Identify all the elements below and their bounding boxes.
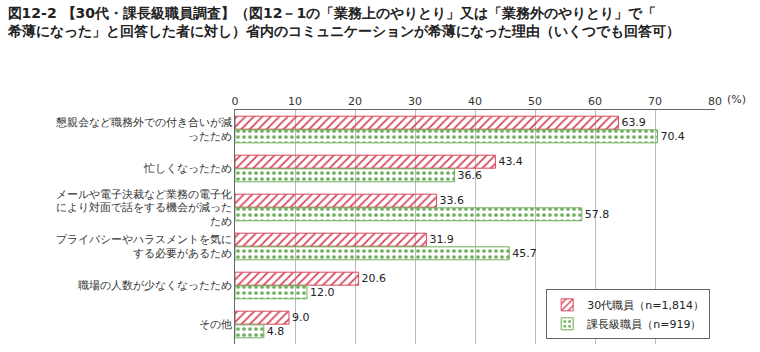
svg-text:70: 70 <box>648 95 662 108</box>
svg-text:36.6: 36.6 <box>458 169 482 182</box>
svg-text:40: 40 <box>468 95 482 108</box>
svg-text:職場の人数が少なくなったため: 職場の人数が少なくなったため <box>78 279 232 291</box>
svg-text:31.9: 31.9 <box>429 233 453 246</box>
svg-text:33.6: 33.6 <box>440 194 464 207</box>
svg-text:50: 50 <box>528 95 542 108</box>
svg-text:10: 10 <box>288 95 302 108</box>
svg-text:20: 20 <box>348 95 362 108</box>
svg-text:課長級職員（n=919）: 課長級職員（n=919） <box>587 318 701 331</box>
svg-text:4.8: 4.8 <box>267 325 284 338</box>
svg-text:12.0: 12.0 <box>310 286 334 299</box>
svg-text:57.8: 57.8 <box>585 208 609 221</box>
svg-text:30代職員（n=1,814）: 30代職員（n=1,814） <box>587 299 704 312</box>
svg-text:忙しくなったため: 忙しくなったため <box>143 162 232 174</box>
svg-text:60: 60 <box>588 95 602 108</box>
svg-text:45.7: 45.7 <box>512 247 536 260</box>
svg-text:43.4: 43.4 <box>498 155 522 168</box>
svg-text:図12-2 【30代・課長級職員調査】（図12－1の「業務上: 図12-2 【30代・課長級職員調査】（図12－1の「業務上のやりとり」又は「業… <box>7 5 680 39</box>
svg-text:プライバシーやハラスメントを気にする必要があるため: プライバシーやハラスメントを気にする必要があるため <box>56 233 232 260</box>
svg-text:80: 80 <box>708 95 722 108</box>
svg-text:(%): (%) <box>727 93 746 106</box>
svg-text:0: 0 <box>232 95 239 108</box>
svg-text:70.4: 70.4 <box>660 130 684 143</box>
svg-text:63.9: 63.9 <box>621 116 645 129</box>
svg-text:メールや電子決裁など業務の電子化により対面で話をする機会が減: メールや電子決裁など業務の電子化により対面で話をする機会が減ったため <box>56 188 232 227</box>
svg-text:9.0: 9.0 <box>292 311 309 324</box>
svg-text:その他: その他 <box>199 318 232 330</box>
svg-text:懇親会など職務外での付き合いが減ったため: 懇親会など職務外での付き合いが減ったため <box>55 116 232 142</box>
svg-text:30: 30 <box>408 95 422 108</box>
svg-text:20.6: 20.6 <box>362 272 386 285</box>
